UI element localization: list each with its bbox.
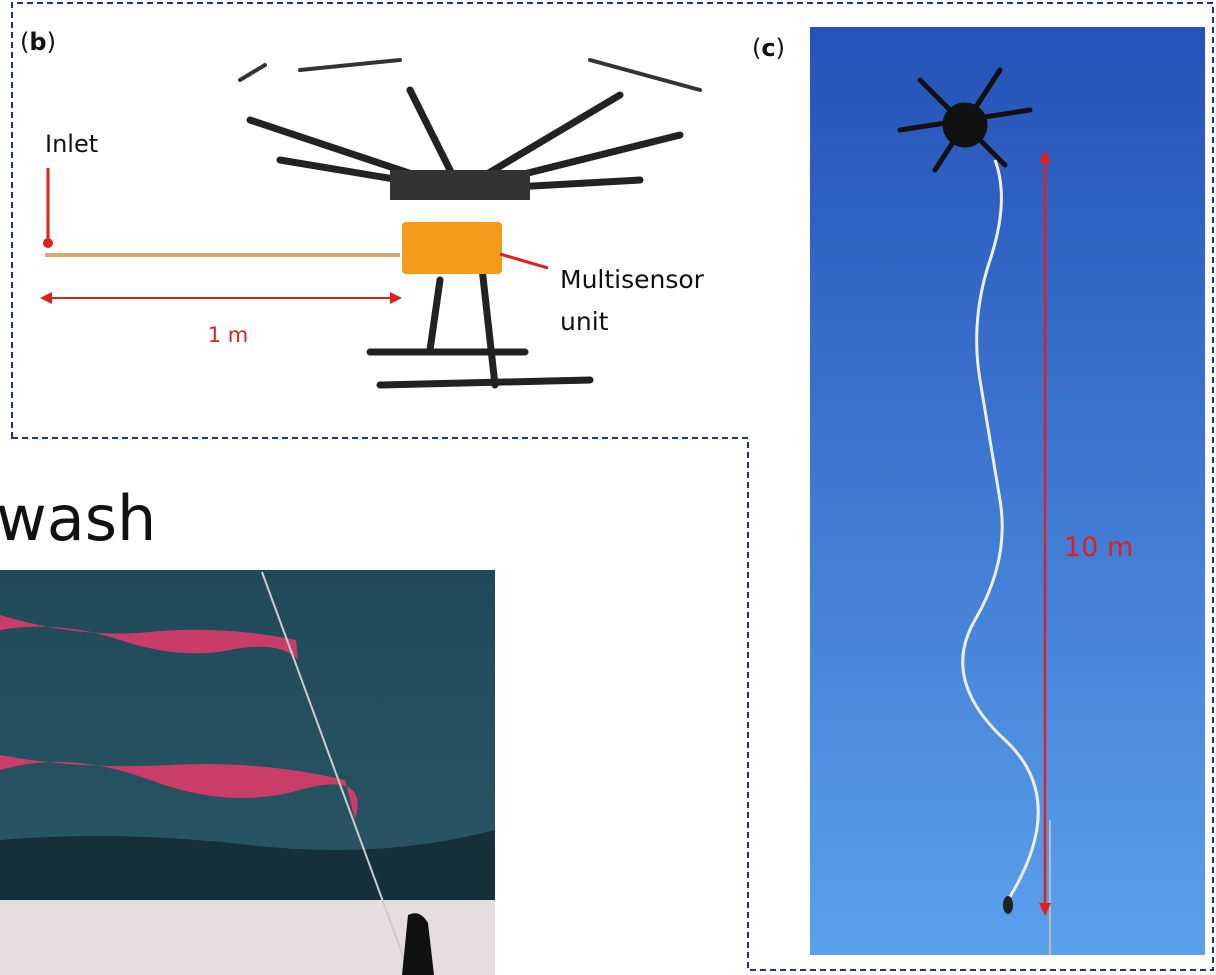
pointer-dot [43, 238, 53, 248]
panel-label: (b) [20, 28, 56, 56]
sensor-label: Multisensor [560, 265, 705, 294]
figure: wash (b) Inlet 1 m Multisensor unit (c) [0, 0, 1216, 975]
paren: ) [47, 28, 56, 56]
sensor-label: unit [560, 307, 609, 336]
sensor-box [402, 222, 502, 274]
panel-a-photo [0, 570, 495, 975]
scale-arrow [40, 292, 402, 304]
scale-label: 1 m [208, 323, 249, 347]
paren: ) [776, 34, 785, 62]
inlet-label: Inlet [45, 130, 98, 158]
sky-photo [810, 27, 1205, 955]
height-label: 10 m [1064, 532, 1133, 563]
heading-fragment: wash [0, 482, 156, 555]
panel-label: (c) [752, 34, 785, 62]
letter: c [761, 34, 775, 62]
paren: ( [20, 28, 29, 56]
letter: b [29, 28, 46, 56]
pointer [500, 254, 548, 268]
page: wash (b) Inlet 1 m Multisensor unit (c) [0, 0, 1216, 975]
paren: ( [752, 34, 761, 62]
